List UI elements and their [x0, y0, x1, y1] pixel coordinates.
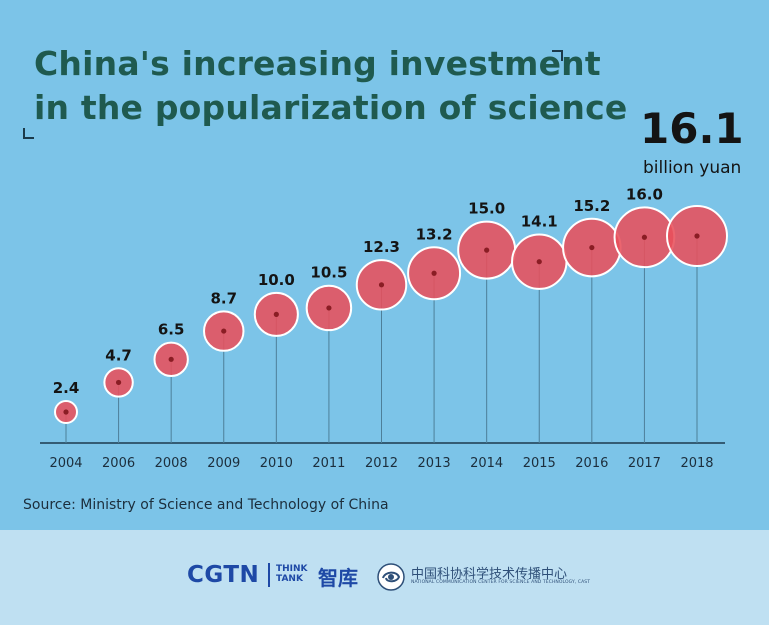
- data-label: 10.5: [310, 264, 347, 282]
- cast-subtitle: NATIONAL COMMUNICATION CENTER FOR SCIENC…: [411, 580, 591, 585]
- x-tick-label: 2011: [312, 456, 345, 471]
- bubble-chart: 2.4 2004 4.7 2006 6.5 2008 8.7 2009 10.0 2010 10.5…: [40, 185, 728, 471]
- x-tick-label: 2017: [628, 456, 661, 471]
- x-tick-label: 2016: [575, 456, 608, 471]
- x-tick-label: 2009: [207, 456, 240, 471]
- corner-bracket-bottom-left: [23, 128, 34, 139]
- bubble-center-dot: [326, 305, 332, 311]
- x-tick-label: 2014: [470, 456, 503, 471]
- chart-title: China's increasing investment in the pop…: [34, 42, 627, 130]
- x-tick-label: 2010: [260, 456, 293, 471]
- cast-logo-icon: [377, 563, 405, 591]
- corner-bracket-top-right: [552, 50, 563, 61]
- bubble-center-dot: [63, 409, 69, 415]
- cgtn-logo: CGTN: [187, 562, 260, 588]
- bubble-center-dot: [641, 234, 648, 240]
- zhiku-logo: 智库: [318, 566, 358, 590]
- data-label: 8.7: [210, 289, 237, 307]
- data-label: 15.2: [573, 197, 610, 215]
- footer-logos: CGTN THINK TANK 智库 中国科协科学技术传播中心 NATIONAL …: [0, 530, 769, 625]
- bubble-center-dot: [694, 233, 700, 239]
- think-tank-word: THINK: [276, 564, 308, 574]
- data-label: 16.0: [626, 185, 663, 203]
- bubble-center-dot: [589, 244, 595, 251]
- source-note: Source: Ministry of Science and Technolo…: [23, 497, 389, 513]
- x-tick-label: 2008: [155, 456, 188, 471]
- x-tick-label: 2018: [680, 456, 713, 471]
- cast-name: 中国科协科学技术传播中心: [411, 567, 568, 582]
- data-label: 13.2: [416, 225, 453, 243]
- think-tank-word: TANK: [276, 574, 303, 584]
- data-label: 10.0: [258, 271, 295, 289]
- footer-band: CGTN THINK TANK 智库 中国科协科学技术传播中心 NATIONAL …: [0, 530, 769, 625]
- chart-area: China's increasing investment in the pop…: [23, 42, 744, 513]
- bubble-center-dot: [221, 328, 227, 334]
- bubble-center-dot: [431, 270, 437, 276]
- title-line-1: China's increasing investment: [34, 44, 601, 83]
- x-tick-label: 2013: [418, 456, 451, 471]
- think-tank-logo: THINK TANK: [276, 564, 308, 584]
- bubble-center-dot: [273, 311, 279, 317]
- data-label: 4.7: [105, 346, 132, 364]
- x-tick-label: 2004: [49, 456, 82, 471]
- bubble-center-dot: [168, 356, 174, 362]
- data-label: 6.5: [158, 321, 185, 339]
- x-tick-label: 2015: [523, 456, 556, 471]
- data-label: 2.4: [53, 379, 80, 397]
- logo-divider: [268, 563, 270, 587]
- bubble-center-dot: [378, 282, 385, 288]
- highlight-unit: billion yuan: [643, 158, 742, 178]
- highlight-value: 16.1: [640, 104, 744, 153]
- bubble-center-dot: [115, 379, 122, 386]
- data-label: 14.1: [521, 212, 558, 230]
- data-label: 15.0: [468, 200, 505, 218]
- bubble-center-dot: [536, 259, 542, 265]
- x-tick-label: 2006: [102, 456, 135, 471]
- x-tick-label: 2012: [365, 456, 398, 471]
- title-line-2: in the popularization of science: [34, 88, 628, 127]
- data-label: 12.3: [363, 238, 400, 256]
- bubble-center-dot: [484, 247, 490, 253]
